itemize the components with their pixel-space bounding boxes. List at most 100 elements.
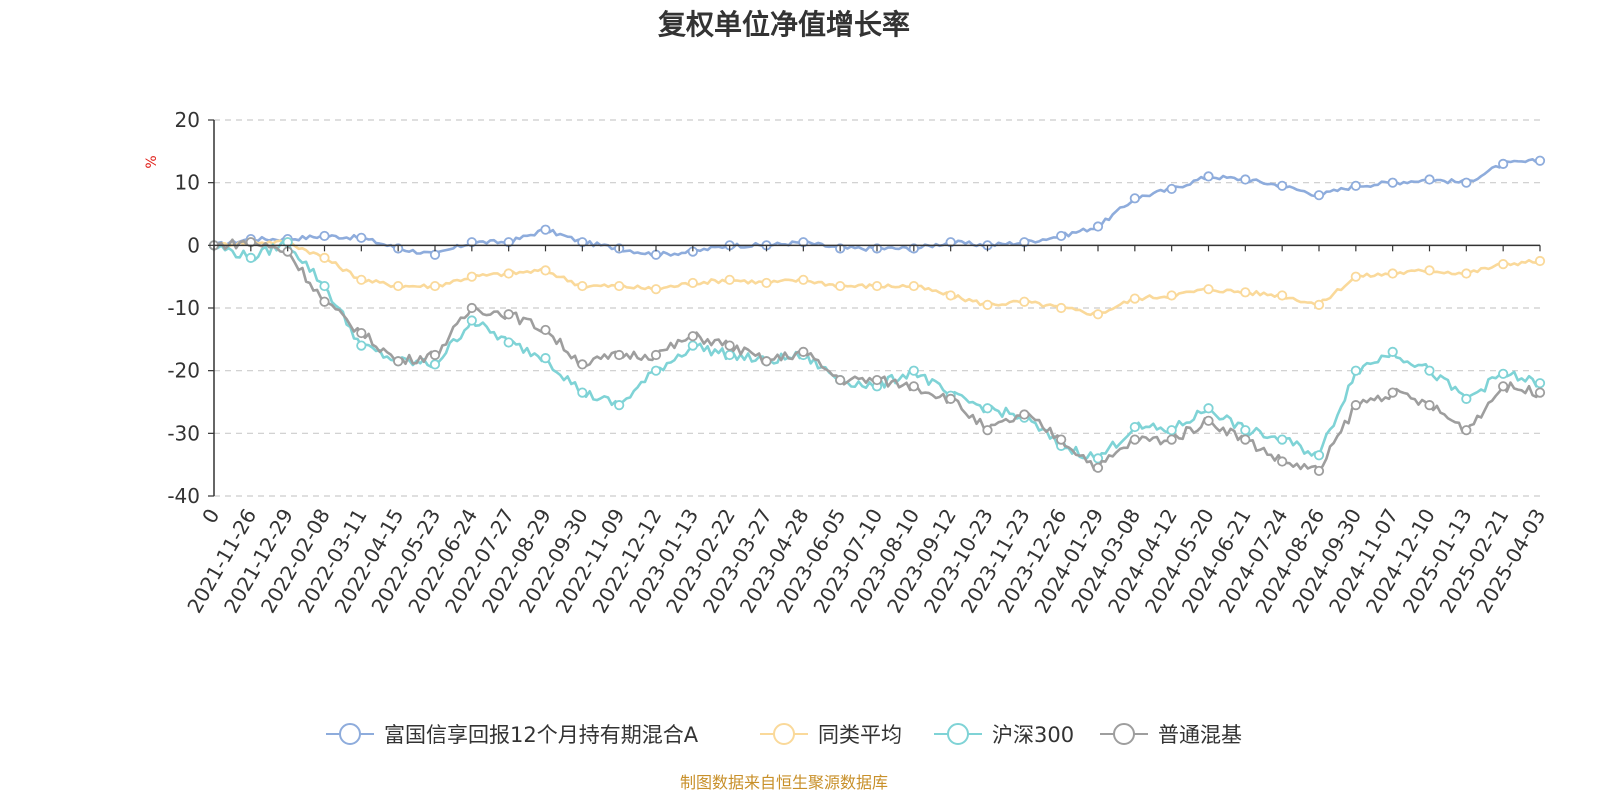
- data-point-mixed[interactable]: [319, 296, 330, 307]
- data-point-fund[interactable]: [319, 230, 330, 242]
- data-point-mixed[interactable]: [1498, 381, 1509, 392]
- data-point-mixed[interactable]: [1240, 434, 1251, 445]
- data-point-fund[interactable]: [1203, 171, 1214, 182]
- data-point-fund[interactable]: [650, 249, 662, 260]
- data-point-mixed[interactable]: [1461, 425, 1472, 436]
- data-point-fund[interactable]: [356, 232, 367, 243]
- data-point-mixed[interactable]: [393, 356, 404, 367]
- data-point-peer[interactable]: [1056, 302, 1067, 314]
- data-point-hs300[interactable]: [1092, 453, 1104, 464]
- data-point-hs300[interactable]: [356, 340, 367, 351]
- data-point-mixed[interactable]: [1092, 462, 1104, 473]
- data-point-mixed[interactable]: [871, 374, 883, 386]
- data-point-peer[interactable]: [393, 280, 404, 292]
- data-point-hs300[interactable]: [1277, 434, 1288, 445]
- data-point-hs300[interactable]: [429, 359, 441, 370]
- data-point-peer[interactable]: [540, 265, 551, 276]
- data-point-mixed[interactable]: [1387, 387, 1398, 398]
- data-point-hs300[interactable]: [687, 340, 698, 351]
- data-point-mixed[interactable]: [1203, 415, 1214, 426]
- data-point-peer[interactable]: [1092, 309, 1104, 320]
- data-point-mixed[interactable]: [466, 302, 477, 314]
- data-point-hs300[interactable]: [319, 280, 330, 292]
- data-point-hs300[interactable]: [577, 387, 588, 398]
- data-point-peer[interactable]: [1166, 290, 1177, 301]
- data-point-peer[interactable]: [1240, 287, 1251, 298]
- data-point-peer[interactable]: [1350, 271, 1361, 282]
- data-point-fund[interactable]: [1056, 230, 1067, 242]
- data-point-hs300[interactable]: [982, 403, 993, 414]
- data-point-peer[interactable]: [1203, 284, 1214, 295]
- data-point-hs300[interactable]: [466, 315, 477, 326]
- data-point-peer[interactable]: [1534, 255, 1546, 267]
- data-point-fund[interactable]: [1534, 155, 1546, 166]
- data-point-fund[interactable]: [1424, 174, 1435, 185]
- data-point-fund[interactable]: [1350, 180, 1361, 191]
- data-point-mixed[interactable]: [429, 349, 441, 361]
- data-point-fund[interactable]: [1166, 183, 1177, 195]
- data-point-hs300[interactable]: [1203, 403, 1214, 414]
- data-point-hs300[interactable]: [1424, 365, 1435, 376]
- data-point-peer[interactable]: [650, 284, 662, 295]
- data-point-mixed[interactable]: [503, 309, 514, 320]
- data-point-mixed[interactable]: [540, 324, 551, 336]
- data-point-mixed[interactable]: [1277, 456, 1288, 467]
- data-point-peer[interactable]: [687, 277, 698, 289]
- data-point-peer[interactable]: [945, 290, 956, 301]
- data-point-mixed[interactable]: [356, 327, 367, 339]
- data-point-hs300[interactable]: [540, 353, 551, 364]
- data-point-fund[interactable]: [1277, 180, 1288, 191]
- legend[interactable]: 富国信享回报12个月持有期混合A 同类平均 沪深300 普通混基: [326, 723, 1242, 747]
- data-point-mixed[interactable]: [1129, 434, 1140, 445]
- data-point-peer[interactable]: [724, 274, 735, 285]
- data-point-hs300[interactable]: [1387, 346, 1398, 357]
- data-point-hs300[interactable]: [1498, 368, 1509, 379]
- data-point-peer[interactable]: [1129, 293, 1140, 304]
- data-point-mixed[interactable]: [835, 374, 846, 386]
- data-point-mixed[interactable]: [1166, 434, 1177, 445]
- data-point-fund[interactable]: [1240, 174, 1251, 185]
- data-point-mixed[interactable]: [650, 349, 662, 361]
- data-point-peer[interactable]: [503, 268, 514, 279]
- data-point-peer[interactable]: [1387, 268, 1398, 279]
- legend-item-mixed[interactable]: 普通混基: [1100, 723, 1242, 747]
- data-point-peer[interactable]: [1461, 268, 1472, 279]
- data-point-fund[interactable]: [1461, 177, 1472, 188]
- data-point-fund[interactable]: [1092, 221, 1104, 232]
- data-point-hs300[interactable]: [1534, 378, 1546, 389]
- data-point-hs300[interactable]: [503, 337, 514, 348]
- data-point-hs300[interactable]: [245, 252, 256, 263]
- data-point-peer[interactable]: [356, 274, 367, 285]
- data-point-peer[interactable]: [908, 280, 919, 292]
- legend-item-peer[interactable]: 同类平均: [760, 723, 902, 747]
- data-point-peer[interactable]: [1424, 265, 1435, 276]
- data-point-mixed[interactable]: [1350, 400, 1361, 411]
- data-point-fund[interactable]: [429, 249, 441, 260]
- data-point-mixed[interactable]: [761, 356, 772, 367]
- data-point-fund[interactable]: [1313, 190, 1325, 201]
- data-point-peer[interactable]: [1277, 290, 1288, 301]
- data-point-hs300[interactable]: [1129, 421, 1140, 433]
- data-point-mixed[interactable]: [982, 425, 993, 436]
- data-point-mixed[interactable]: [1313, 465, 1325, 477]
- data-point-fund[interactable]: [1129, 193, 1140, 204]
- data-point-peer[interactable]: [466, 271, 477, 282]
- data-point-mixed[interactable]: [798, 346, 809, 357]
- data-point-mixed[interactable]: [1019, 409, 1030, 420]
- data-point-hs300[interactable]: [650, 365, 662, 376]
- data-point-fund[interactable]: [1387, 177, 1398, 188]
- data-point-peer[interactable]: [871, 280, 883, 292]
- data-point-peer[interactable]: [1019, 296, 1030, 307]
- data-point-mixed[interactable]: [1056, 434, 1067, 445]
- data-point-peer[interactable]: [577, 280, 588, 292]
- data-point-mixed[interactable]: [614, 349, 625, 361]
- data-point-peer[interactable]: [761, 277, 772, 289]
- data-point-fund[interactable]: [1498, 158, 1509, 169]
- data-point-peer[interactable]: [1498, 259, 1509, 270]
- data-point-fund[interactable]: [540, 224, 551, 235]
- data-point-peer[interactable]: [835, 280, 846, 292]
- data-point-peer[interactable]: [798, 274, 809, 285]
- legend-item-hs300[interactable]: 沪深300: [934, 723, 1074, 747]
- data-point-peer[interactable]: [614, 280, 625, 292]
- data-point-hs300[interactable]: [724, 349, 735, 361]
